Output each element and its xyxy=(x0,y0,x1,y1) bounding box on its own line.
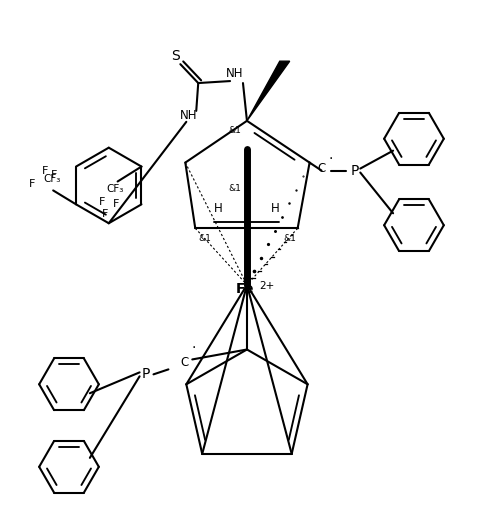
Text: ·: · xyxy=(191,341,196,356)
Text: NH: NH xyxy=(180,110,197,122)
Text: F: F xyxy=(42,165,48,175)
Text: F: F xyxy=(101,209,108,219)
Text: NH: NH xyxy=(226,66,244,80)
Text: F: F xyxy=(98,197,105,207)
Text: CF₃: CF₃ xyxy=(43,174,61,184)
Text: 2+: 2+ xyxy=(259,281,274,291)
Text: H: H xyxy=(214,202,222,215)
Text: &1: &1 xyxy=(283,233,296,242)
Text: &1: &1 xyxy=(199,233,212,242)
Text: &1: &1 xyxy=(228,126,241,135)
Text: H: H xyxy=(271,202,279,215)
Text: ·: · xyxy=(328,152,333,165)
Text: F: F xyxy=(29,180,35,190)
Text: S: S xyxy=(171,49,180,63)
Text: P: P xyxy=(141,367,150,382)
Text: F: F xyxy=(112,199,119,209)
Text: Fe: Fe xyxy=(236,282,254,296)
Polygon shape xyxy=(247,61,290,121)
Text: P: P xyxy=(350,163,358,178)
Text: C: C xyxy=(317,162,326,175)
Text: C: C xyxy=(180,356,188,369)
Text: F: F xyxy=(51,170,57,180)
Text: &1: &1 xyxy=(228,184,241,193)
Text: CF₃: CF₃ xyxy=(106,184,123,194)
